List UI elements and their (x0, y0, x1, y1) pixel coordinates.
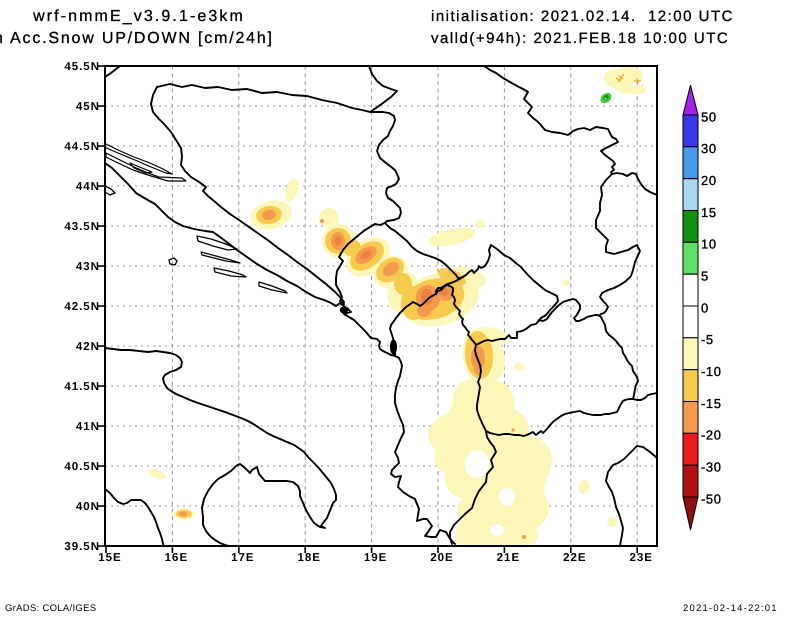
svg-text:39.5N: 39.5N (64, 541, 100, 553)
svg-text:45.5N: 45.5N (64, 61, 100, 73)
svg-text:-20: -20 (701, 428, 722, 443)
svg-text:-30: -30 (701, 460, 722, 475)
svg-text:40.5N: 40.5N (64, 461, 100, 473)
svg-text:19E: 19E (364, 552, 387, 564)
svg-text:21E: 21E (497, 552, 520, 564)
svg-text:-5: -5 (701, 332, 714, 347)
svg-text:5: 5 (701, 269, 709, 284)
svg-text:50: 50 (701, 109, 717, 124)
svg-text:15E: 15E (98, 552, 121, 564)
svg-text:44.5N: 44.5N (64, 141, 100, 153)
svg-text:initialisation: 2021.02.14. 1: initialisation: 2021.02.14. 12:00 UTC (431, 8, 734, 25)
svg-text:16E: 16E (165, 552, 188, 564)
svg-text:40N: 40N (76, 501, 100, 513)
svg-text:2021-02-14-22:01: 2021-02-14-22:01 (683, 603, 778, 614)
svg-text:41N: 41N (76, 421, 100, 433)
svg-text:20: 20 (701, 173, 717, 188)
svg-text:45N: 45N (76, 101, 100, 113)
svg-text:h Acc.Snow UP/DOWN [cm/24h]: h Acc.Snow UP/DOWN [cm/24h] (0, 30, 274, 47)
svg-text:-15: -15 (701, 396, 722, 411)
svg-text:GrADS: COLA/IGES: GrADS: COLA/IGES (5, 603, 96, 614)
svg-text:41.5N: 41.5N (64, 381, 100, 393)
svg-text:-50: -50 (701, 491, 722, 506)
svg-text:10: 10 (701, 237, 717, 252)
svg-text:-10: -10 (701, 364, 722, 379)
svg-text:43.5N: 43.5N (64, 221, 100, 233)
svg-text:17E: 17E (231, 552, 254, 564)
svg-text:42.5N: 42.5N (64, 301, 100, 313)
svg-text:0: 0 (701, 300, 709, 315)
svg-text:30: 30 (701, 141, 717, 156)
svg-text:wrf-nmmE_v3.9.1-e3km: wrf-nmmE_v3.9.1-e3km (32, 8, 245, 25)
svg-text:42N: 42N (76, 341, 100, 353)
svg-text:18E: 18E (297, 552, 320, 564)
svg-text:43N: 43N (76, 261, 100, 273)
svg-text:valld(+94h): 2021.FEB.18 10:00: valld(+94h): 2021.FEB.18 10:00 UTC (431, 30, 729, 47)
svg-text:15: 15 (701, 205, 717, 220)
svg-text:23E: 23E (629, 552, 652, 564)
svg-text:20E: 20E (430, 552, 453, 564)
svg-text:44N: 44N (76, 181, 100, 193)
svg-text:22E: 22E (563, 552, 586, 564)
